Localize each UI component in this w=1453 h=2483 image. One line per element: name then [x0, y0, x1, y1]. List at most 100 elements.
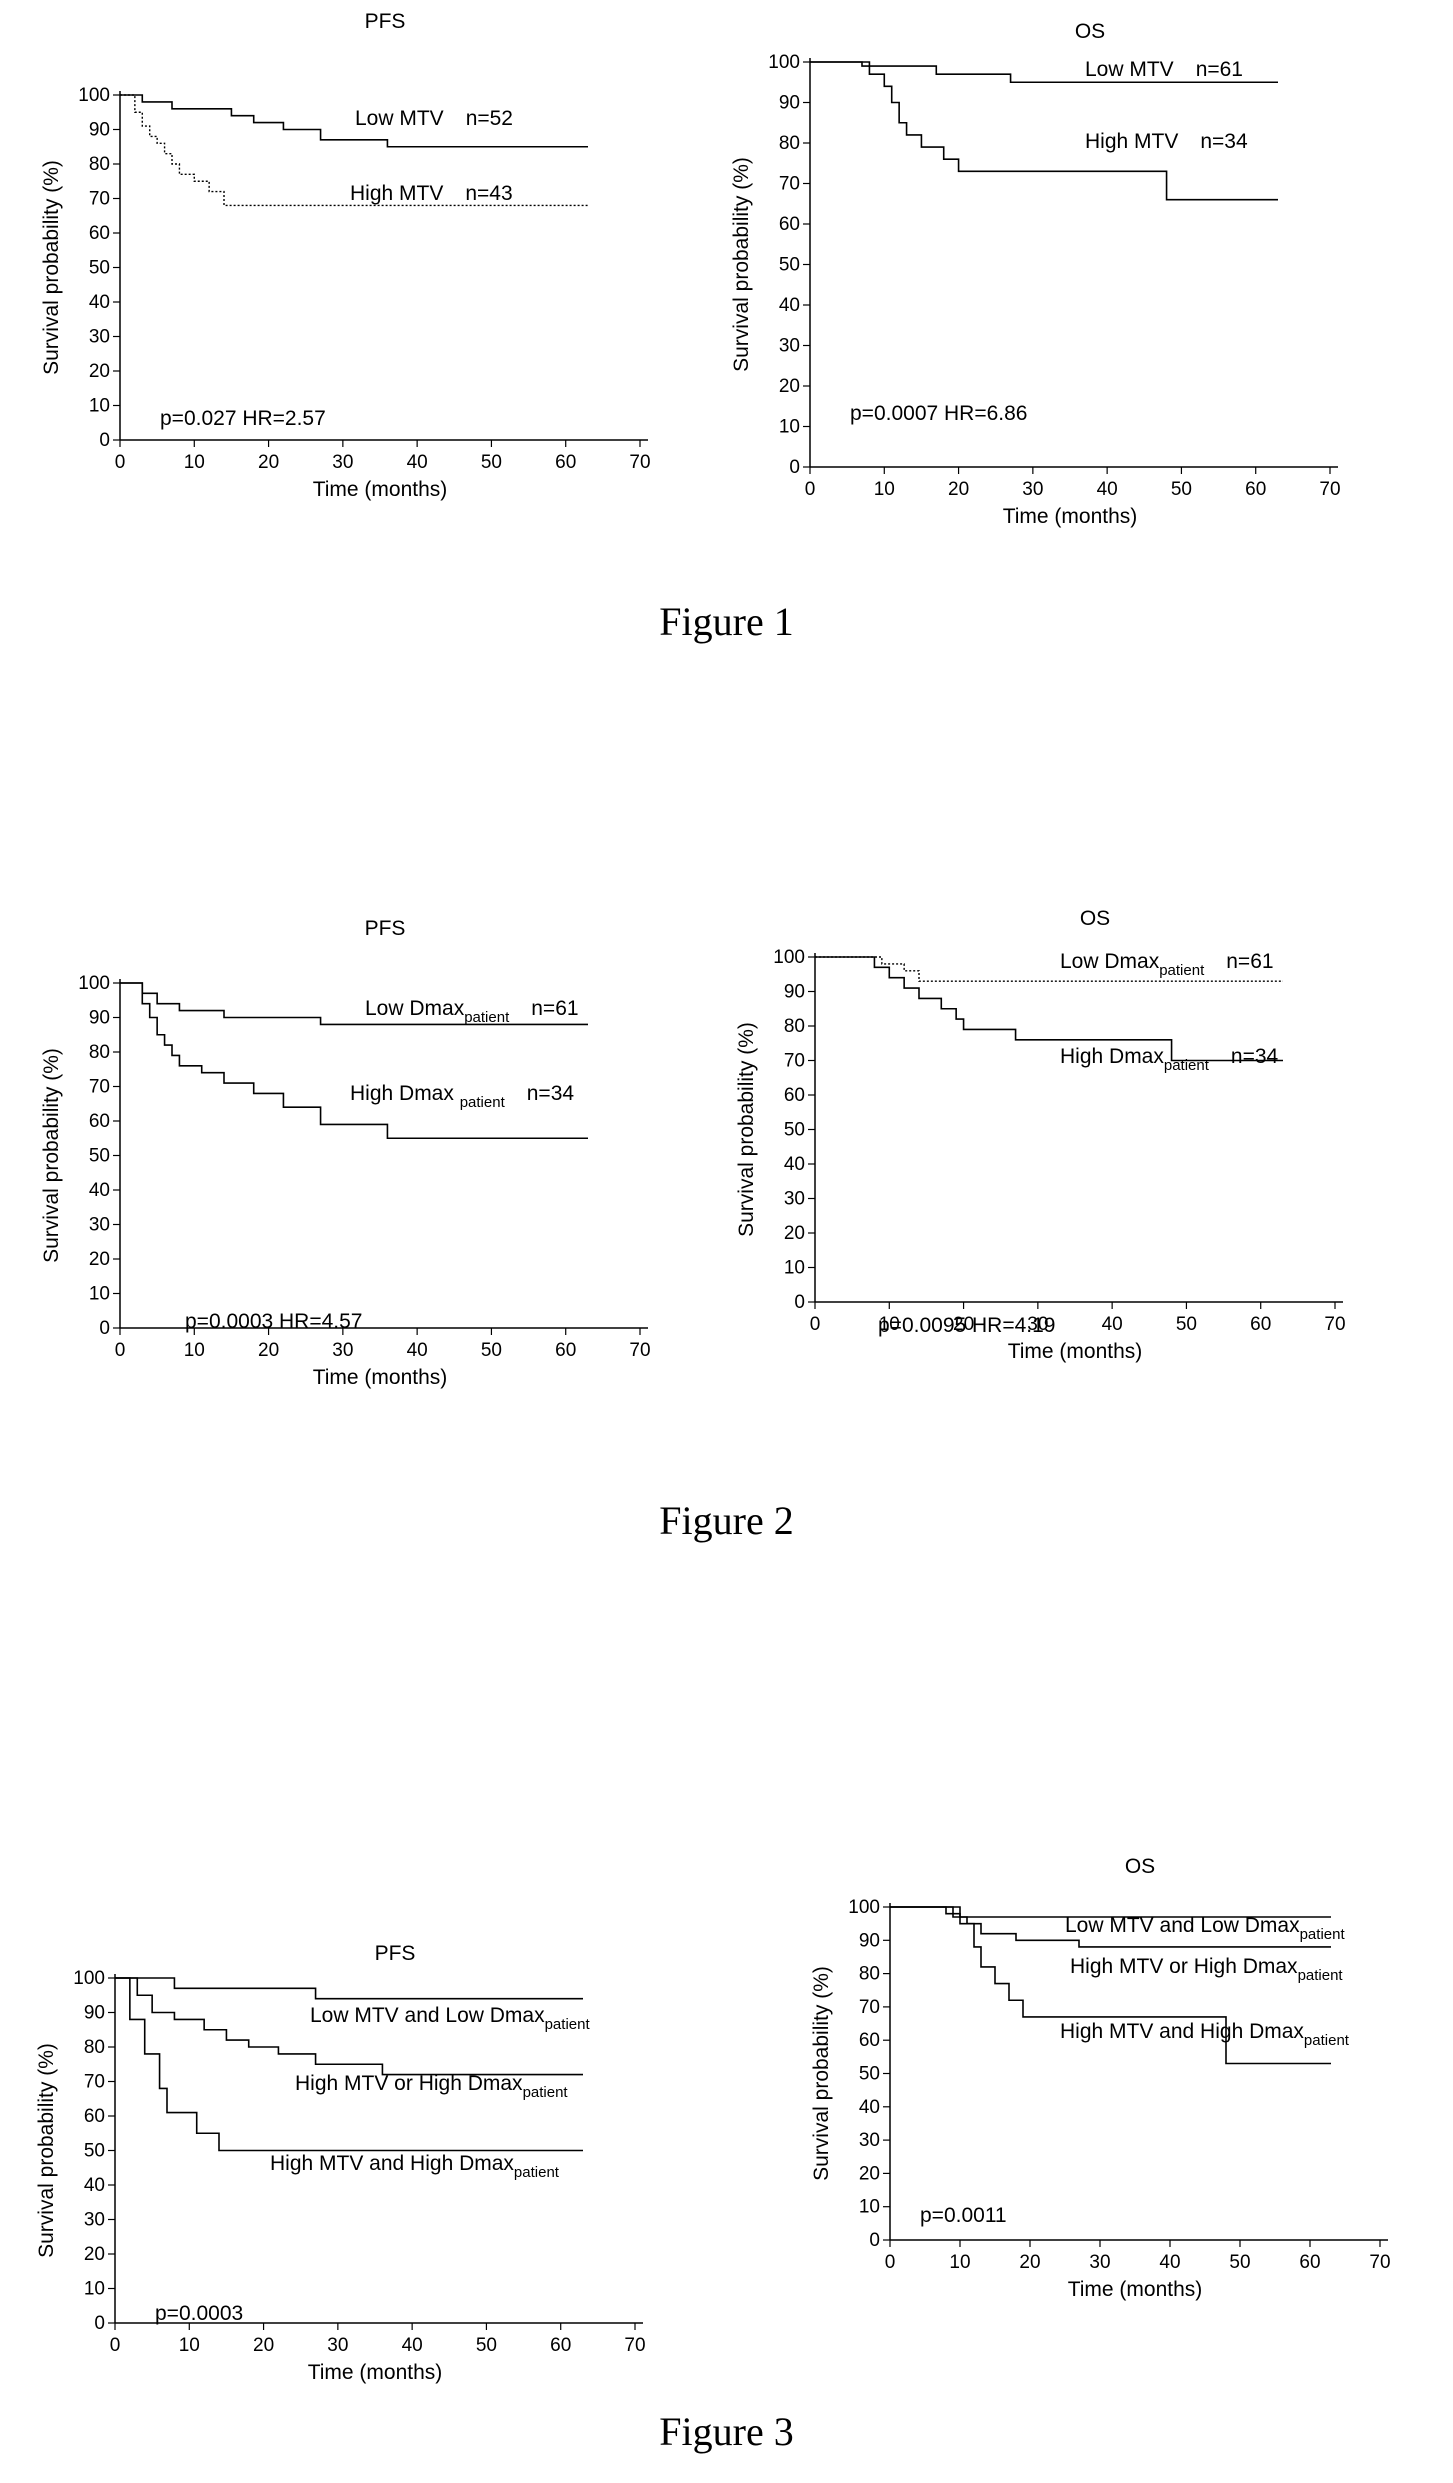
x-tick-label: 70	[1319, 479, 1340, 500]
y-tick-label: 30	[84, 2210, 105, 2231]
x-axis-label: Time (months)	[313, 478, 448, 501]
figure1-pfs-chart: PFS 0 10 20 30 40 50 60 70 0 10 20 30 40 50 60 70 80 90 100…	[40, 10, 651, 501]
series-line-2	[810, 61, 1278, 201]
y-tick-label: 90	[89, 1008, 110, 1029]
x-tick-label: 10	[184, 452, 205, 473]
y-tick-label: 20	[784, 1223, 805, 1244]
y-tick-label: 30	[89, 1215, 110, 1236]
series-label-1: Low MTV n=61	[1085, 58, 1243, 81]
figure1-os-chart: OS 0 10 20 30 40 50 60 70 0 10 20 30 40 50 60 70 80 90 100 T…	[730, 20, 1341, 528]
series-label-1: Low Dmaxpatient n=61	[1060, 950, 1274, 979]
series-line-3	[115, 1977, 583, 2152]
chart-title: OS	[1125, 1855, 1155, 1878]
y-tick-label: 0	[794, 1292, 805, 1313]
x-tick-label: 10	[184, 1340, 205, 1361]
y-tick-label: 10	[859, 2197, 880, 2218]
x-tick-label: 40	[407, 452, 428, 473]
x-tick-label: 10	[179, 2335, 200, 2356]
y-tick-label: 10	[84, 2279, 105, 2300]
x-tick-label: 60	[1250, 1314, 1271, 1335]
y-tick-label: 30	[859, 2130, 880, 2151]
y-axis-label: Survival probability (%)	[730, 157, 753, 372]
stat-annotation: p=0.0095 HR=4.19	[878, 1314, 1055, 1337]
series-line-2	[120, 94, 588, 207]
y-tick-label: 40	[859, 2097, 880, 2118]
x-tick-label: 10	[879, 1314, 900, 1335]
y-tick-label: 0	[99, 430, 110, 451]
y-tick-label: 40	[89, 292, 110, 313]
series-label-1: Low Dmaxpatient n=61	[365, 997, 579, 1026]
x-tick-label: 50	[481, 1340, 502, 1361]
y-tick-label: 60	[779, 214, 800, 235]
x-tick-label: 20	[253, 2335, 274, 2356]
figure2-os-chart: OS 0 10 20 30 40 50 60 70 0 10 20 30 40 50 60 70 80 90 100 T…	[735, 907, 1346, 1363]
y-tick-label: 100	[768, 52, 800, 73]
series-label-2: High MTV or High Dmaxpatient	[295, 2072, 568, 2101]
x-tick-label: 0	[810, 1314, 821, 1335]
series-line-1	[815, 956, 1283, 982]
y-tick-label: 10	[89, 396, 110, 417]
series-line-2	[120, 982, 588, 1140]
figure3-os-panel: OS 0 10 20 30 40 50 60 70 0 10 20 30 40 50 60 70 80 90 100 T…	[770, 1840, 1450, 2360]
y-tick-label: 80	[859, 1964, 880, 1985]
y-tick-label: 50	[859, 2064, 880, 2085]
y-tick-label: 80	[779, 133, 800, 154]
x-tick-label: 50	[1176, 1314, 1197, 1335]
figure3-caption: Figure 3	[659, 2409, 794, 2454]
figure1-os-panel: OS 0 10 20 30 40 50 60 70 0 10 20 30 40 50 60 70 80 90 100 T…	[700, 0, 1420, 560]
x-tick-label: 70	[624, 2335, 645, 2356]
x-tick-label: 70	[1324, 1314, 1345, 1335]
series-line-1	[120, 94, 588, 148]
figure2-pfs-panel: PFS 0 10 20 30 40 50 60 70 0 10 20 30 40 50 60 70 80 90 100…	[0, 905, 720, 1465]
x-axis-label: Time (months)	[308, 2361, 443, 2384]
y-tick-label: 40	[84, 2175, 105, 2196]
series-label-2: High Dmax patient n=34	[350, 1082, 574, 1111]
series-line-1	[115, 1977, 583, 2000]
y-tick-label: 0	[94, 2313, 105, 2334]
y-tick-label: 80	[784, 1016, 805, 1037]
x-tick-label: 40	[402, 2335, 423, 2356]
chart-title: OS	[1075, 20, 1105, 43]
x-tick-label: 20	[948, 479, 969, 500]
figure1-caption: Figure 1	[659, 599, 794, 644]
x-tick-label: 30	[1027, 1314, 1048, 1335]
chart-title: PFS	[365, 10, 406, 33]
stat-annotation: p=0.0011	[920, 2204, 1007, 2227]
x-tick-label: 0	[885, 2252, 896, 2273]
figure3-pfs-chart: PFS 0 10 20 30 40 50 60 70 0 10 20 30 40 50 60 70 80 90 100…	[35, 1942, 646, 2384]
x-tick-label: 50	[1229, 2252, 1250, 2273]
figure3-os-chart: OS 0 10 20 30 40 50 60 70 0 10 20 30 40 50 60 70 80 90 100 T…	[810, 1855, 1391, 2301]
series-label-1: Low MTV and Low Dmaxpatient	[1065, 1914, 1345, 1943]
y-tick-label: 60	[784, 1085, 805, 1106]
series-line-2	[890, 1906, 1331, 1948]
y-tick-label: 20	[779, 376, 800, 397]
y-tick-label: 40	[779, 295, 800, 316]
x-axis-label: Time (months)	[1003, 505, 1138, 528]
x-tick-label: 0	[805, 479, 816, 500]
x-tick-label: 50	[481, 452, 502, 473]
y-tick-label: 20	[84, 2244, 105, 2265]
y-axis-label: Survival probability (%)	[40, 160, 63, 375]
y-tick-label: 30	[89, 327, 110, 348]
x-tick-label: 60	[555, 452, 576, 473]
stat-annotation: p=0.0003 HR=4.57	[185, 1310, 362, 1333]
y-axis-label: Survival probability (%)	[35, 2043, 58, 2258]
y-axis-label: Survival probability (%)	[735, 1022, 758, 1237]
x-tick-label: 40	[407, 1340, 428, 1361]
x-tick-label: 20	[1019, 2252, 1040, 2273]
y-tick-label: 30	[779, 336, 800, 357]
series-line-2	[815, 956, 1283, 1062]
stat-annotation: p=0.0003	[155, 2302, 243, 2325]
y-tick-label: 70	[859, 1997, 880, 2018]
y-tick-label: 70	[89, 189, 110, 210]
x-tick-label: 40	[1097, 479, 1118, 500]
x-tick-label: 60	[555, 1340, 576, 1361]
y-tick-label: 90	[859, 1930, 880, 1951]
series-line-1	[120, 982, 588, 1026]
series-label-1: Low MTV n=52	[355, 107, 513, 130]
series-label-3: High MTV and High Dmaxpatient	[270, 2152, 560, 2181]
x-tick-label: 40	[1102, 1314, 1123, 1335]
series-label-2: High MTV n=34	[1085, 130, 1248, 153]
chart-title: OS	[1080, 907, 1110, 930]
y-tick-label: 70	[779, 174, 800, 195]
